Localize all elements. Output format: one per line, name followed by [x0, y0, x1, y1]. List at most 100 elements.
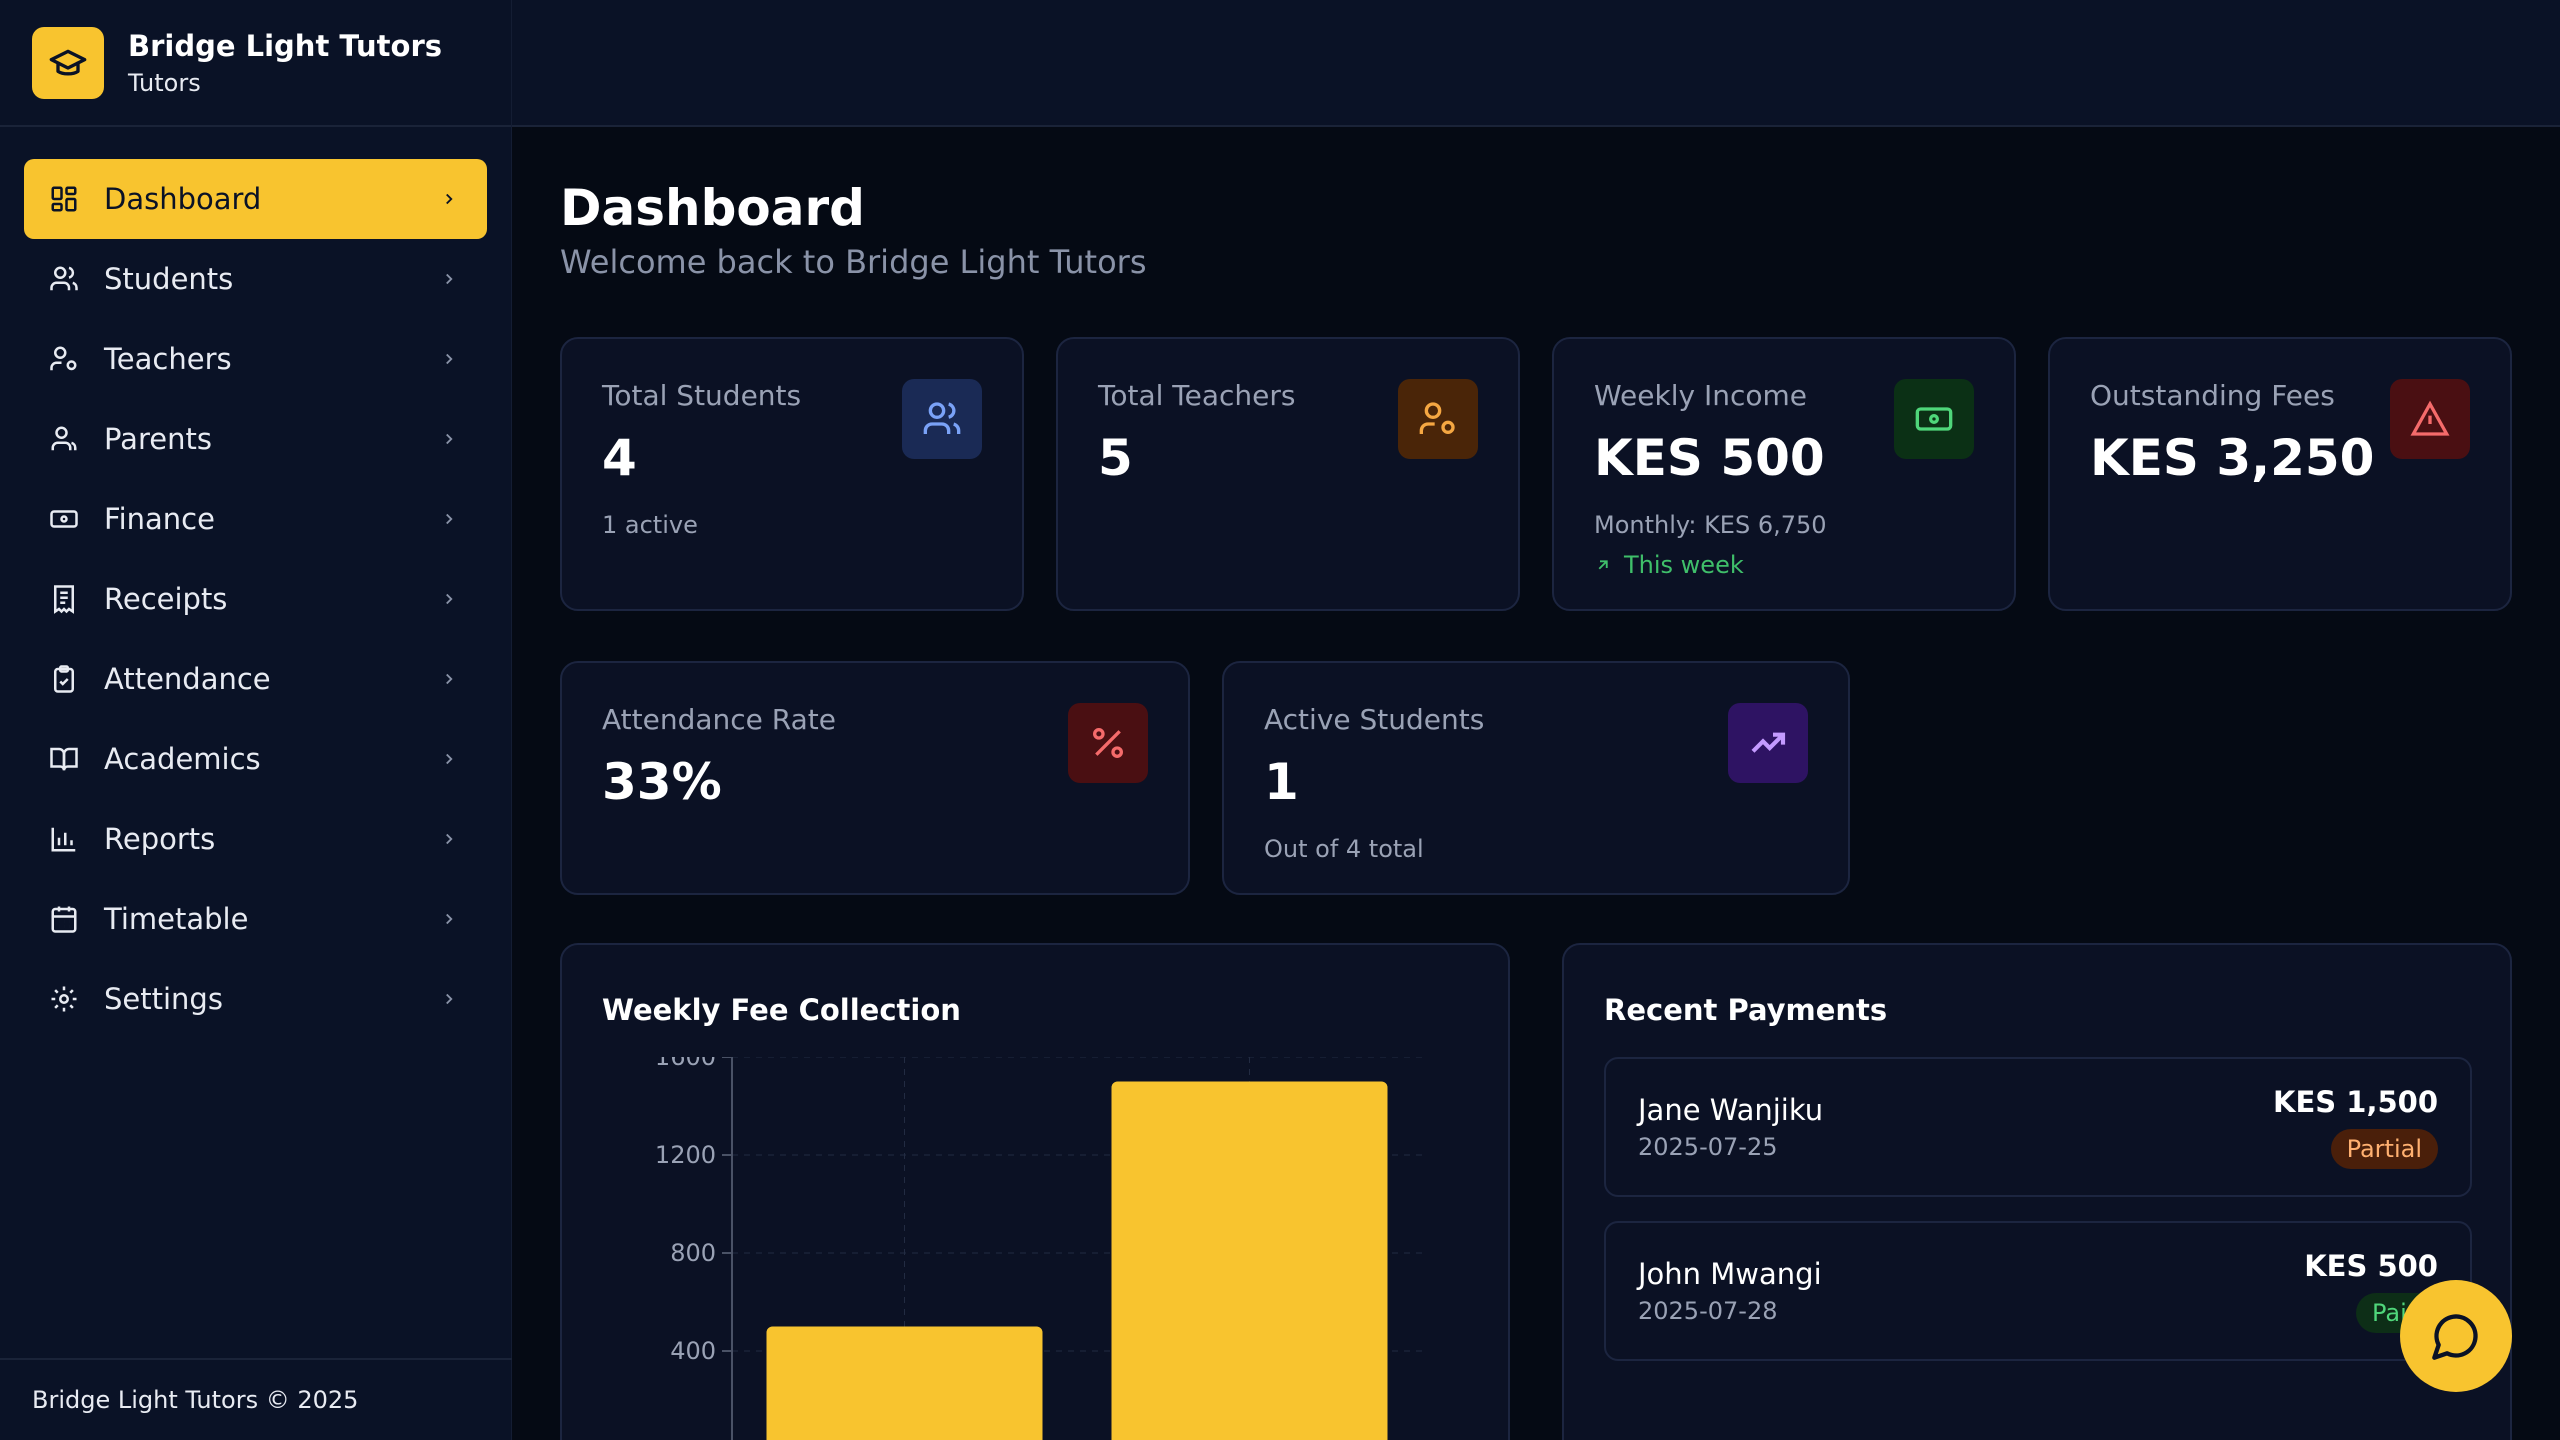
- stat-trend: This week: [1594, 551, 1744, 579]
- chart-bar[interactable]: [766, 1326, 1043, 1440]
- page-subtitle: Welcome back to Bridge Light Tutors: [560, 243, 1147, 281]
- sidebar-item-settings[interactable]: Settings: [24, 959, 487, 1039]
- dashboard-icon: [48, 183, 80, 215]
- sidebar-item-label: Teachers: [104, 342, 232, 376]
- chevron-right-icon: [439, 909, 459, 929]
- alert-triangle-icon: [2390, 379, 2470, 459]
- stat-note: 1 active: [602, 511, 698, 539]
- stat-label: Outstanding Fees: [2090, 379, 2335, 412]
- stat-label: Weekly Income: [1594, 379, 1807, 412]
- payment-item[interactable]: Jane Wanjiku 2025-07-25 KES 1,500 Partia…: [1604, 1057, 2472, 1197]
- chat-bubble-icon: [2430, 1310, 2482, 1362]
- chevron-right-icon: [439, 589, 459, 609]
- chevron-right-icon: [439, 509, 459, 529]
- chart-y-axis: 400 800 1200 1600: [655, 1057, 733, 1440]
- chart-bar[interactable]: [1111, 1081, 1388, 1440]
- brand-subtitle: Tutors: [128, 68, 201, 97]
- sidebar-item-label: Timetable: [104, 902, 249, 936]
- sidebar-item-attendance[interactable]: Attendance: [24, 639, 487, 719]
- sidebar-item-label: Receipts: [104, 582, 228, 616]
- users-icon: [48, 263, 80, 295]
- calendar-icon: [48, 903, 80, 935]
- user-cog-icon: [48, 343, 80, 375]
- sidebar-item-academics[interactable]: Academics: [24, 719, 487, 799]
- stat-card-total-teachers: Total Teachers 5: [1056, 337, 1520, 611]
- y-tick-label: 800: [670, 1239, 716, 1267]
- sidebar-item-students[interactable]: Students: [24, 239, 487, 319]
- stat-value: 1: [1264, 753, 1299, 811]
- bar-chart-icon: [48, 823, 80, 855]
- sidebar-item-label: Attendance: [104, 662, 271, 696]
- user-cog-icon: [1398, 379, 1478, 459]
- arrow-up-right-icon: [1594, 556, 1612, 574]
- y-tick-label: 1600: [655, 1057, 716, 1071]
- stat-label: Total Teachers: [1098, 379, 1296, 412]
- sidebar-item-label: Students: [104, 262, 234, 296]
- stat-value: KES 3,250: [2090, 429, 2375, 487]
- brand-name: Bridge Light Tutors: [128, 28, 443, 63]
- stat-card-attendance-rate: Attendance Rate 33%: [560, 661, 1190, 895]
- chevron-right-icon: [439, 429, 459, 449]
- stat-value: 5: [1098, 429, 1133, 487]
- sidebar: Bridge Light Tutors Tutors Dashboard Stu…: [0, 0, 512, 1440]
- y-tick-label: 400: [670, 1337, 716, 1365]
- chevron-right-icon: [439, 749, 459, 769]
- user-group-icon: [48, 423, 80, 455]
- y-tick-label: 1200: [655, 1141, 716, 1169]
- payment-name: Jane Wanjiku: [1638, 1093, 1824, 1127]
- chart-bars: [766, 1081, 1388, 1440]
- weekly-fee-chart-panel: Weekly Fee Collection 400 800 1200 1600: [560, 943, 1510, 1440]
- chevron-right-icon: [439, 989, 459, 1009]
- stat-value: 33%: [602, 753, 722, 811]
- payment-amount: KES 1,500: [2273, 1085, 2438, 1119]
- sidebar-item-label: Parents: [104, 422, 212, 456]
- stat-value: 4: [602, 429, 637, 487]
- chart-title: Weekly Fee Collection: [602, 993, 961, 1027]
- sidebar-item-receipts[interactable]: Receipts: [24, 559, 487, 639]
- stat-note: Out of 4 total: [1264, 835, 1424, 863]
- recent-payments-title: Recent Payments: [1604, 993, 1888, 1027]
- sidebar-item-teachers[interactable]: Teachers: [24, 319, 487, 399]
- stat-label: Total Students: [602, 379, 802, 412]
- sidebar-item-reports[interactable]: Reports: [24, 799, 487, 879]
- stat-card-active-students: Active Students 1 Out of 4 total: [1222, 661, 1850, 895]
- payment-date: 2025-07-28: [1638, 1297, 1778, 1325]
- recent-payments-panel: Recent Payments Jane Wanjiku 2025-07-25 …: [1562, 943, 2512, 1440]
- sidebar-nav: Dashboard Students Teachers Parents Fina…: [0, 127, 511, 1039]
- book-icon: [48, 743, 80, 775]
- sidebar-item-label: Academics: [104, 742, 261, 776]
- chevron-right-icon: [439, 829, 459, 849]
- sidebar-footer: Bridge Light Tutors © 2025: [0, 1358, 512, 1440]
- payment-item[interactable]: John Mwangi 2025-07-28 KES 500 Paid: [1604, 1221, 2472, 1361]
- banknote-icon: [48, 503, 80, 535]
- sidebar-item-label: Reports: [104, 822, 216, 856]
- trending-up-icon: [1728, 703, 1808, 783]
- sidebar-item-finance[interactable]: Finance: [24, 479, 487, 559]
- users-icon: [902, 379, 982, 459]
- clipboard-check-icon: [48, 663, 80, 695]
- sidebar-item-timetable[interactable]: Timetable: [24, 879, 487, 959]
- gear-icon: [48, 983, 80, 1015]
- chevron-right-icon: [439, 349, 459, 369]
- sidebar-item-label: Settings: [104, 982, 223, 1016]
- stat-note: Monthly: KES 6,750: [1594, 511, 1827, 539]
- brand: Bridge Light Tutors Tutors: [0, 0, 511, 127]
- sidebar-item-label: Dashboard: [104, 182, 262, 216]
- sidebar-item-parents[interactable]: Parents: [24, 399, 487, 479]
- percent-icon: [1068, 703, 1148, 783]
- graduation-cap-icon: [32, 26, 104, 99]
- chevron-right-icon: [439, 189, 459, 209]
- stat-value: KES 500: [1594, 429, 1825, 487]
- status-badge: Partial: [2330, 1129, 2438, 1169]
- receipt-icon: [48, 583, 80, 615]
- sidebar-item-dashboard[interactable]: Dashboard: [24, 159, 487, 239]
- banknote-icon: [1894, 379, 1974, 459]
- chevron-right-icon: [439, 269, 459, 289]
- stat-card-total-students: Total Students 4 1 active: [560, 337, 1024, 611]
- stat-trend-label: This week: [1624, 551, 1744, 579]
- stat-card-outstanding-fees: Outstanding Fees KES 3,250: [2048, 337, 2512, 611]
- page-title: Dashboard: [560, 179, 865, 237]
- sidebar-item-label: Finance: [104, 502, 215, 536]
- chat-button[interactable]: [2400, 1280, 2512, 1392]
- chevron-right-icon: [439, 669, 459, 689]
